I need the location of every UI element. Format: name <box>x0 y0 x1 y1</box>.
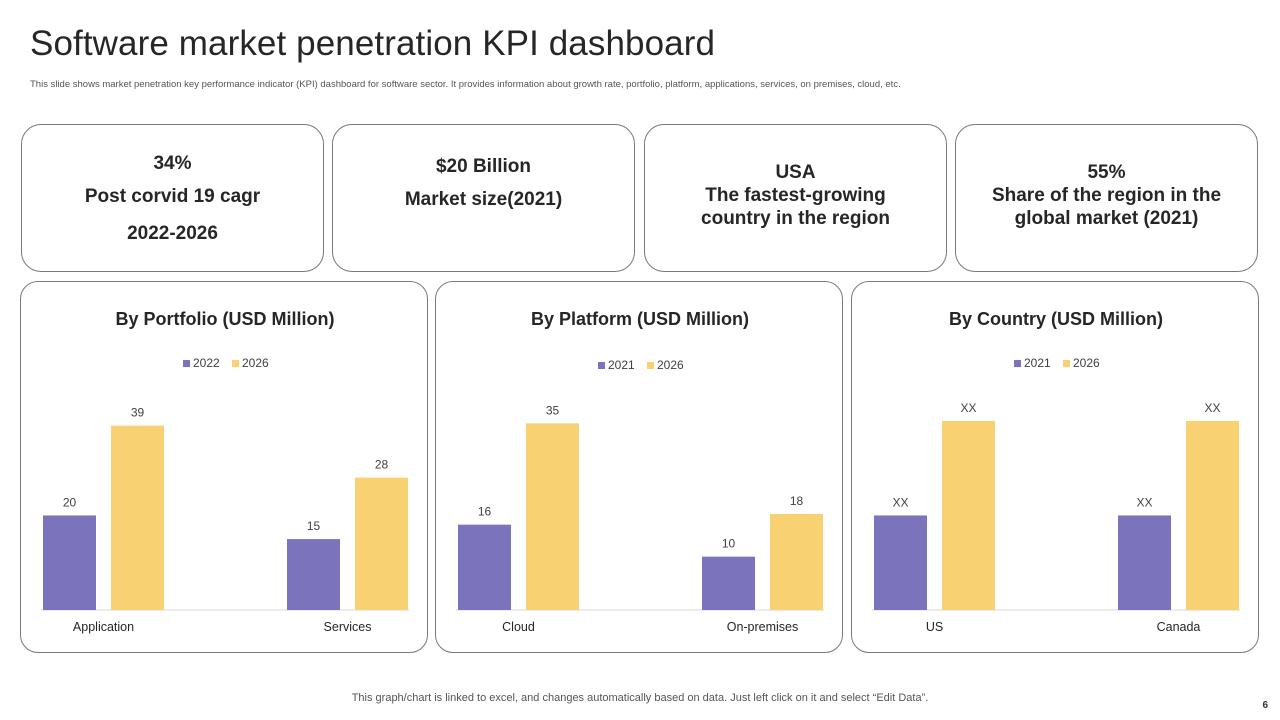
chart-panel-country: By Country (USD Million) 2021 2026 XX XX US XX… <box>851 281 1259 653</box>
legend-swatch-2026 <box>232 360 239 367</box>
kpi-card-cagr: 34% Post corvid 19 cagr 2022-2026 <box>21 124 324 272</box>
category-label-on-premises: On-premises <box>727 620 799 634</box>
footer-note: This graph/chart is linked to excel, and… <box>351 692 929 704</box>
data-label: XX <box>1204 401 1220 415</box>
category-label-us: US <box>926 620 943 634</box>
legend-label-2026: 2026 <box>242 356 269 370</box>
category-label-services: Services <box>324 620 372 634</box>
chart-title: By Country (USD Million) <box>949 309 1163 329</box>
data-label: 18 <box>790 494 804 508</box>
data-label: 16 <box>478 505 492 519</box>
category-label-application: Application <box>73 620 134 634</box>
data-label: 10 <box>722 537 736 551</box>
kpi-value: $20 Billion <box>435 156 532 177</box>
bar-2022-services <box>287 539 340 610</box>
chart-title: By Portfolio (USD Million) <box>116 309 335 329</box>
category-label-cloud: Cloud <box>502 620 535 634</box>
page-number: 6 <box>1262 700 1268 711</box>
legend-label-2026: 2026 <box>1073 356 1100 370</box>
data-label: 15 <box>307 519 321 533</box>
kpi-label: Share of the region in the <box>991 184 1222 206</box>
kpi-label: Post corvid 19 cagr <box>84 185 261 207</box>
legend-swatch-2022 <box>183 360 190 367</box>
bar-2026-cloud <box>526 423 579 610</box>
kpi-label: Market size(2021) <box>404 189 563 210</box>
chart-panel-portfolio: By Portfolio (USD Million) 2022 2026 20 39 Ap… <box>20 281 428 653</box>
category-label-canada: Canada <box>1157 620 1201 634</box>
page-subtitle: This slide shows market penetration key … <box>30 79 901 90</box>
bar-2021-us <box>874 515 927 610</box>
bar-2026-us <box>942 420 995 610</box>
data-label: XX <box>960 401 976 415</box>
data-label: 39 <box>131 406 145 420</box>
legend-swatch-2026 <box>1063 360 1070 367</box>
bar-2026-application <box>111 425 164 610</box>
kpi-card-region-share: 55% Share of the region in the global ma… <box>955 124 1258 272</box>
kpi-value: 55% <box>1087 161 1126 183</box>
portfolio-bar-chart: By Portfolio (USD Million) 2022 2026 20 39 Ap… <box>41 309 409 634</box>
kpi-card-market-size: $20 Billion Market size(2021) <box>332 124 635 272</box>
legend-swatch-2021 <box>598 362 605 369</box>
bar-2021-cloud <box>458 524 511 610</box>
kpi-card-fastest-country: USA The fastest-growing country in the r… <box>644 124 947 272</box>
chart-title: By Platform (USD Million) <box>531 309 749 329</box>
chart-panel-platform: By Platform (USD Million) 2021 2026 16 35 Clo… <box>435 281 843 653</box>
legend-swatch-2021 <box>1014 360 1021 367</box>
bar-2026-services <box>355 477 408 610</box>
bar-2022-application <box>43 515 96 610</box>
kpi-value: 34% <box>153 152 192 174</box>
kpi-label-secondary: country in the region <box>701 207 890 229</box>
kpi-value: USA <box>775 161 816 183</box>
country-bar-chart: By Country (USD Million) 2021 2026 XX XX US XX… <box>872 309 1240 634</box>
legend-swatch-2026 <box>647 362 654 369</box>
kpi-label-secondary: global market (2021) <box>1014 207 1199 229</box>
legend-label-2021: 2021 <box>608 358 635 372</box>
bar-2021-canada <box>1118 515 1171 610</box>
legend-label-2021: 2021 <box>1024 356 1051 370</box>
kpi-label: The fastest-growing <box>705 184 886 206</box>
page-title: Software market penetration KPI dashboar… <box>30 24 716 63</box>
data-label: 35 <box>546 403 560 417</box>
kpi-label-secondary: 2022-2026 <box>127 222 218 244</box>
bar-2026-canada <box>1186 420 1239 610</box>
bar-2026-on-premises <box>770 514 823 610</box>
data-label: XX <box>892 495 908 509</box>
legend-label-2026: 2026 <box>657 358 684 372</box>
bar-2021-on-premises <box>702 556 755 610</box>
data-label: 28 <box>375 458 389 472</box>
platform-bar-chart: By Platform (USD Million) 2021 2026 16 35 Clo… <box>456 309 824 634</box>
legend-label-2022: 2022 <box>193 356 220 370</box>
data-label: XX <box>1136 495 1152 509</box>
data-label: 20 <box>63 495 77 509</box>
